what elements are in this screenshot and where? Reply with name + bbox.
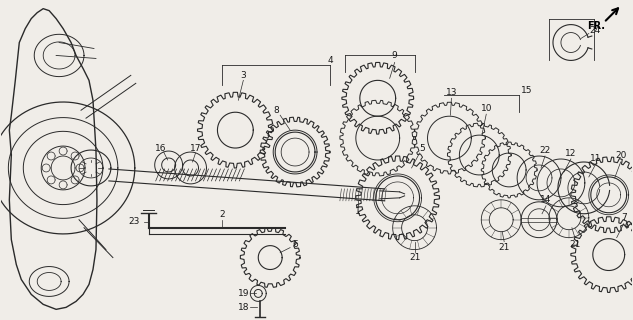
Text: 1: 1 — [355, 207, 361, 216]
Text: 22: 22 — [539, 146, 551, 155]
Text: 21: 21 — [569, 240, 580, 249]
Text: 24: 24 — [589, 26, 601, 35]
Text: 20: 20 — [615, 150, 627, 160]
Text: 5: 5 — [420, 144, 425, 153]
Text: FR.: FR. — [587, 20, 605, 31]
Text: 21: 21 — [499, 243, 510, 252]
Text: 16: 16 — [155, 144, 166, 153]
Text: 4: 4 — [327, 56, 333, 65]
Text: 6: 6 — [292, 240, 298, 249]
Text: 3: 3 — [241, 71, 246, 80]
Text: 11: 11 — [590, 154, 601, 163]
Text: 19: 19 — [237, 289, 249, 298]
Text: 23: 23 — [128, 217, 139, 226]
Text: 12: 12 — [565, 148, 577, 157]
Text: 15: 15 — [522, 86, 533, 95]
Text: 10: 10 — [480, 104, 492, 113]
Text: 18: 18 — [237, 303, 249, 312]
Text: 21: 21 — [409, 253, 420, 262]
Text: 13: 13 — [446, 88, 457, 97]
Text: 17: 17 — [190, 144, 201, 153]
Text: 2: 2 — [220, 210, 225, 219]
Text: 9: 9 — [392, 51, 398, 60]
Text: 8: 8 — [273, 106, 279, 115]
Text: 14: 14 — [541, 195, 552, 204]
Text: 7: 7 — [621, 213, 627, 222]
